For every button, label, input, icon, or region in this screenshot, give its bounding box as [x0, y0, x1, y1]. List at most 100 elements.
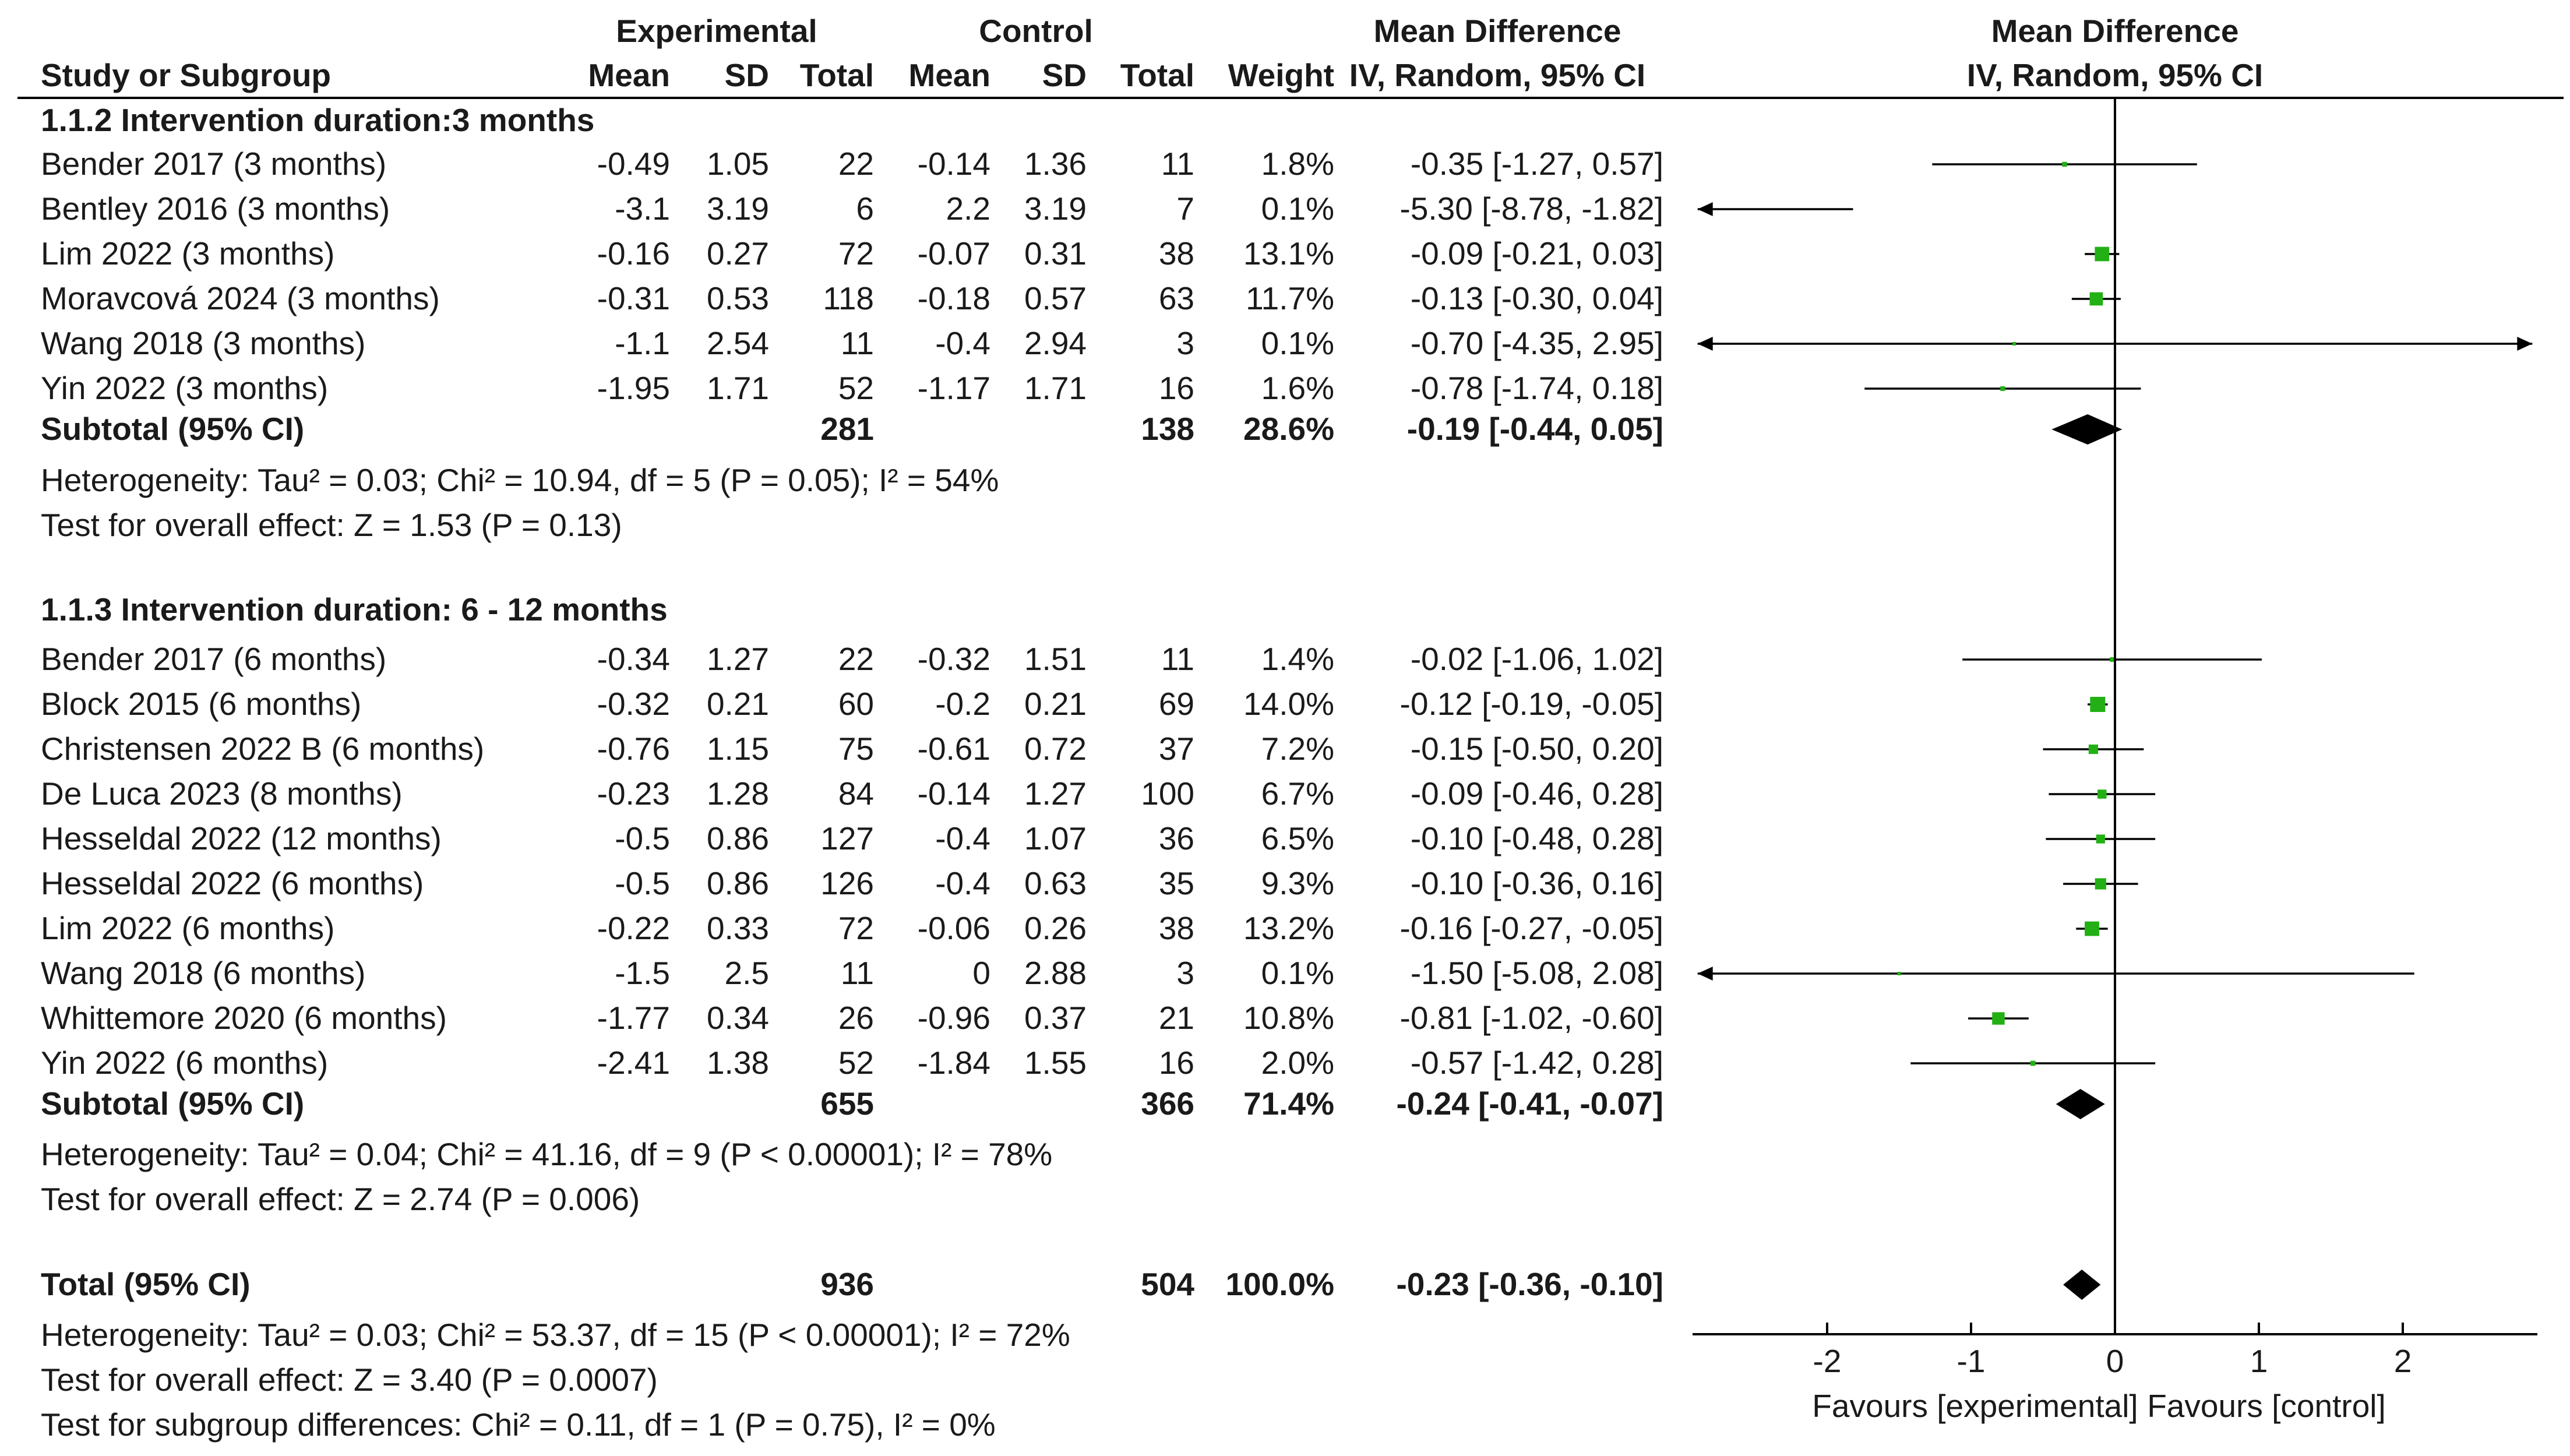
forest-plot-area: -2 -1 0 1 2 Favours [experimental] Favours [co…	[1693, 98, 2537, 1424]
mean-ctl: -0.06	[918, 910, 990, 946]
total-exp: 52	[838, 1045, 874, 1081]
total-exp: 936	[820, 1266, 874, 1302]
study-name: De Luca 2023 (8 months)	[41, 775, 403, 812]
header-mean-exp: Mean	[588, 57, 670, 93]
effect-ci: -0.70 [-4.35, 2.95]	[1411, 325, 1663, 361]
effect-ci: -0.81 [-1.02, -0.60]	[1400, 1000, 1664, 1036]
weight: 2.0%	[1261, 1045, 1334, 1081]
study-name: Bentley 2016 (3 months)	[41, 191, 390, 227]
sd-ctl: 1.27	[1024, 775, 1087, 812]
total-ctl: 3	[1176, 955, 1194, 991]
total-exp: 127	[820, 820, 874, 856]
stat-note: Heterogeneity: Tau² = 0.04; Chi² = 41.16…	[41, 1136, 1052, 1172]
sd-ctl: 0.57	[1024, 280, 1087, 316]
sd-exp: 1.71	[707, 370, 769, 406]
mean-exp: -0.34	[597, 641, 670, 677]
effect-square	[2097, 789, 2107, 799]
effect-ci: -0.16 [-0.27, -0.05]	[1400, 910, 1664, 946]
sd-exp: 0.21	[707, 686, 769, 722]
effect-ci: -0.35 [-1.27, 0.57]	[1411, 146, 1663, 182]
total-ctl: 100	[1141, 775, 1194, 812]
total-ctl: 35	[1159, 865, 1194, 901]
header-sd-ctl: SD	[1042, 57, 1087, 93]
weight: 0.1%	[1261, 191, 1334, 227]
effect-square	[2089, 292, 2103, 306]
total-exp: 60	[838, 686, 874, 722]
sd-exp: 0.34	[707, 1000, 769, 1036]
sd-ctl: 0.21	[1024, 686, 1087, 722]
subtotal-label: Subtotal (95% CI)	[41, 411, 304, 447]
mean-exp: -0.5	[615, 865, 670, 901]
sd-ctl: 3.19	[1024, 191, 1087, 227]
mean-exp: -0.49	[597, 146, 670, 182]
total-ctl: 366	[1141, 1085, 1194, 1122]
mean-ctl: -0.14	[918, 146, 990, 182]
subtotal-label: Subtotal (95% CI)	[41, 1085, 304, 1122]
sd-ctl: 1.71	[1024, 370, 1087, 406]
ci-arrow-right	[2517, 337, 2533, 351]
effect-ci: -0.02 [-1.06, 1.02]	[1411, 641, 1663, 677]
sd-ctl: 1.55	[1024, 1045, 1087, 1081]
sd-ctl: 1.36	[1024, 146, 1087, 182]
effect-square	[1897, 972, 1901, 975]
effect-ci: -0.19 [-0.44, 0.05]	[1407, 411, 1663, 447]
effect-ci: -1.50 [-5.08, 2.08]	[1411, 955, 1663, 991]
mean-ctl: -0.4	[935, 865, 990, 901]
total-exp: 52	[838, 370, 874, 406]
total-ctl: 21	[1159, 1000, 1194, 1036]
header-mean-ctl: Mean	[908, 57, 990, 93]
weight: 1.4%	[1261, 641, 1334, 677]
total-exp: 118	[823, 280, 874, 316]
header-weight: Weight	[1228, 57, 1334, 93]
header-experimental: Experimental	[616, 13, 817, 49]
weight: 28.6%	[1243, 411, 1334, 447]
effect-square	[2090, 697, 2106, 712]
weight: 6.7%	[1261, 775, 1334, 812]
total-exp: 11	[841, 955, 874, 991]
sd-ctl: 1.51	[1024, 641, 1087, 677]
total-ctl: 16	[1159, 370, 1194, 406]
effect-ci: -0.10 [-0.48, 0.28]	[1411, 820, 1663, 856]
weight: 7.2%	[1261, 731, 1334, 767]
sd-exp: 2.54	[707, 325, 769, 361]
mean-exp: -0.32	[597, 686, 670, 722]
mean-ctl: -0.4	[935, 325, 990, 361]
total-ctl: 504	[1141, 1266, 1194, 1302]
weight: 0.1%	[1261, 955, 1334, 991]
x-tick-label: -2	[1813, 1343, 1842, 1379]
sd-exp: 0.86	[707, 865, 769, 901]
effect-square	[2085, 921, 2099, 936]
effect-square	[2095, 246, 2110, 262]
mean-exp: -0.5	[615, 820, 670, 856]
total-exp: 72	[838, 910, 874, 946]
favours-control-label: Favours [control]	[2147, 1388, 2386, 1424]
mean-exp: -0.23	[597, 775, 670, 812]
effect-square	[2088, 744, 2099, 755]
subtotal-diamond	[2056, 1089, 2105, 1119]
header-plot-method: IV, Random, 95% CI	[1967, 57, 2263, 93]
sd-ctl: 0.72	[1024, 731, 1087, 767]
sd-ctl: 0.63	[1024, 865, 1087, 901]
total-ctl: 138	[1141, 411, 1194, 447]
stat-note: Test for overall effect: Z = 3.40 (P = 0…	[41, 1362, 658, 1398]
header-plot-title: Mean Difference	[1991, 13, 2239, 49]
ci-arrow-left	[1697, 337, 1713, 351]
mean-ctl: -0.14	[918, 775, 990, 812]
mean-exp: -3.1	[615, 191, 670, 227]
header-control: Control	[979, 13, 1093, 49]
weight: 1.6%	[1261, 370, 1334, 406]
effect-ci: -0.12 [-0.19, -0.05]	[1400, 686, 1664, 722]
header-sd-exp: SD	[725, 57, 769, 93]
sd-exp: 1.38	[707, 1045, 769, 1081]
header-total-ctl: Total	[1120, 57, 1194, 93]
total-exp: 281	[820, 411, 874, 447]
sd-ctl: 2.88	[1024, 955, 1087, 991]
total-exp: 655	[820, 1085, 874, 1122]
mean-ctl: -0.18	[918, 280, 990, 316]
weight: 10.8%	[1243, 1000, 1334, 1036]
total-ctl: 38	[1159, 235, 1194, 272]
mean-ctl: -0.4	[935, 820, 990, 856]
study-name: Bender 2017 (3 months)	[41, 146, 386, 182]
effect-square	[1992, 1012, 2005, 1025]
